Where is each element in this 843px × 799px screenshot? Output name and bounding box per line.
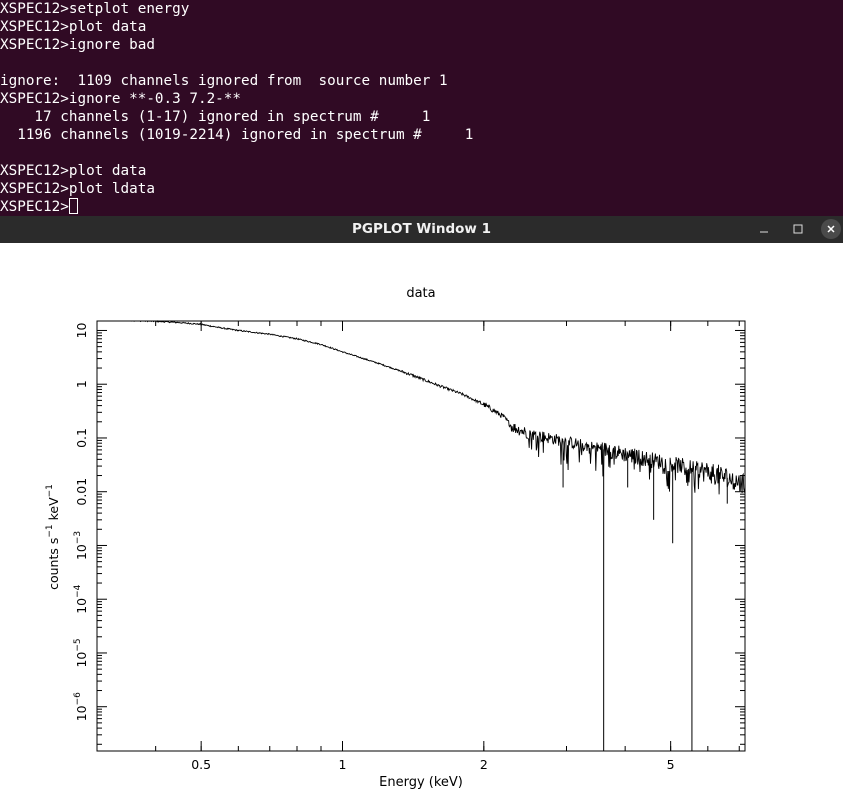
y-tick-label: 0.1 (74, 428, 89, 448)
terminal-line-text: XSPEC12>plot data (0, 19, 147, 35)
y-tick-label: 1 (74, 380, 89, 388)
y-tick-label-exp: −4 (73, 584, 83, 598)
terminal-line-text: XSPEC12>setplot energy (0, 1, 190, 17)
maximize-icon (793, 224, 803, 234)
terminal[interactable]: XSPEC12>setplot energy XSPEC12>plot data X… (0, 0, 843, 216)
y-tick-label: 0.01 (74, 478, 89, 506)
plot-frame (96, 320, 746, 752)
maximize-button[interactable] (788, 219, 808, 239)
terminal-line: XSPEC12> (0, 198, 78, 216)
y-tick-label-base: 10 (74, 652, 89, 668)
x-axis-label: Energy (keV) (379, 775, 463, 790)
y-tick-label-exp: −6 (73, 692, 83, 706)
terminal-line-text: XSPEC12>plot data (0, 163, 147, 179)
y-axis-label-base: counts s (46, 538, 61, 590)
y-tick-label: 10 (74, 322, 89, 338)
y-tick-label-base: 10 (74, 598, 89, 614)
data-series (97, 320, 746, 751)
x-tick-label: 0.5 (191, 757, 211, 772)
terminal-line-text: XSPEC12>ignore bad (0, 37, 155, 53)
x-tick-label: 2 (480, 757, 488, 772)
terminal-line: XSPEC12>plot data (0, 162, 146, 180)
y-axis-label: counts s−1 keV−1 (45, 484, 61, 590)
y-axis-label-mid: keV (46, 497, 61, 524)
window-titlebar[interactable]: PGPLOT Window 1 (0, 216, 843, 243)
y-tick-label-exp: −3 (73, 531, 83, 544)
terminal-line-text: 17 channels (1-17) ignored in spectrum #… (0, 109, 431, 125)
terminal-line: XSPEC12>ignore bad (0, 36, 155, 54)
y-axis-label-exp1: −1 (45, 524, 55, 537)
x-axis: 0.5 1 2 5 (96, 321, 740, 772)
series-line (97, 320, 746, 495)
terminal-line-text: XSPEC12> (0, 199, 69, 215)
terminal-line: XSPEC12>plot data (0, 18, 146, 36)
minimize-button[interactable] (754, 219, 774, 239)
terminal-line-text: 1196 channels (1019-2214) ignored in spe… (0, 127, 474, 143)
chart-title: data (406, 286, 435, 301)
terminal-line-text: XSPEC12>plot ldata (0, 181, 155, 197)
y-tick-label: 10−3 (73, 531, 89, 560)
minimize-icon (760, 231, 768, 233)
y-tick-label-base: 10 (74, 705, 89, 721)
x-tick-label: 1 (339, 757, 347, 772)
terminal-cursor (68, 198, 78, 214)
terminal-line: 1196 channels (1019-2214) ignored in spe… (0, 126, 473, 144)
window-title: PGPLOT Window 1 (351, 221, 491, 237)
pgplot-canvas: data 0.5 1 2 5 10 1 0.1 0.01 10−3 10−4 10−5 10−6 E… (0, 243, 843, 794)
y-tick-label-base: 10 (74, 544, 89, 560)
y-tick-label: 10−6 (73, 692, 89, 721)
y-tick-label: 10−4 (73, 584, 89, 613)
y-tick-label-exp: −5 (73, 638, 83, 651)
terminal-line-text: ignore: 1109 channels ignored from sourc… (0, 73, 448, 89)
close-icon (827, 225, 835, 233)
terminal-line: XSPEC12>setplot energy (0, 0, 189, 18)
terminal-line-text: XSPEC12>ignore **-0.3 7.2-** (0, 91, 242, 107)
terminal-line: XSPEC12>plot ldata (0, 180, 155, 198)
close-button[interactable] (821, 219, 841, 239)
x-tick-label: 5 (667, 757, 675, 772)
y-axis-label-exp2: −1 (45, 484, 55, 497)
y-tick-label: 10−5 (73, 638, 89, 667)
terminal-line: ignore: 1109 channels ignored from sourc… (0, 72, 448, 90)
terminal-line: XSPEC12>ignore **-0.3 7.2-** (0, 90, 241, 108)
terminal-line: 17 channels (1-17) ignored in spectrum #… (0, 108, 430, 126)
